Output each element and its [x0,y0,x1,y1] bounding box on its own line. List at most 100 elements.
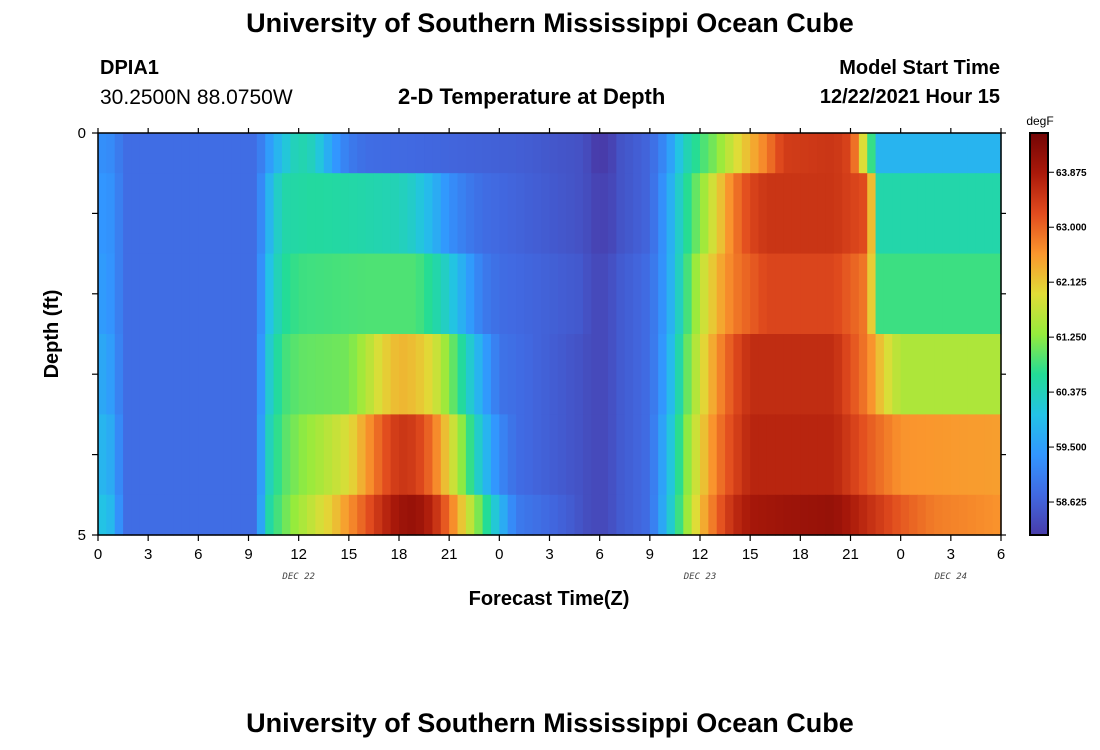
heatmap-cell [725,494,735,536]
heatmap-cell [808,253,818,335]
heatmap-cell [348,173,358,255]
heatmap-cell [516,334,526,415]
heatmap-cell [624,494,634,536]
heatmap-cell [883,253,893,335]
heatmap-cell [340,414,350,496]
heatmap-cell [574,133,584,174]
heatmap-cell [365,173,375,255]
heatmap-cell [992,494,1002,536]
heatmap-cell [950,334,960,415]
heatmap-cell [164,414,174,496]
colorbar: degF 58.625 59.500 60.375 61.250 62.125 63.00… [1026,114,1087,536]
heatmap-cell [390,494,400,536]
heatmap-cell [516,494,526,536]
heatmap-cell [557,494,567,536]
heatmap-cell [357,334,367,415]
heatmap-cell [574,414,584,496]
heatmap-cell [557,133,567,174]
heatmap-cell [281,494,291,536]
heatmap-cell [758,133,768,174]
heatmap-cell [658,414,668,496]
heatmap-cell [440,173,450,255]
heatmap-cell [449,173,459,255]
heatmap-cell [148,253,158,335]
heatmap-cell [984,414,994,496]
colorbar-unit: degF [1026,114,1053,128]
heatmap-cell [591,253,601,335]
heatmap-cell [950,253,960,335]
heatmap-cell [164,133,174,174]
heatmap-cell [131,133,141,174]
heatmap-cell [307,253,316,335]
heatmap-cell [164,334,174,415]
heatmap-cell [909,173,918,255]
heatmap-cell [123,334,133,415]
x-tick-label: 0 [896,546,904,563]
heatmap-cell [131,173,141,255]
heatmap-cell [566,133,576,174]
heatmap-cell [123,173,133,255]
y-axis-title: Depth (ft) [41,290,63,379]
heatmap-cell [223,253,233,335]
heatmap-cell [482,253,492,335]
heatmap-cell [716,173,726,255]
heatmap-cell [842,253,852,335]
heatmap-cell [641,173,651,255]
colorbar-tick-label: 63.000 [1056,223,1087,234]
heatmap-cell [925,253,935,335]
heatmap-cell [256,253,266,335]
heatmap-cell [373,494,383,536]
heatmap-cell [641,334,651,415]
y-tick-label: 5 [78,527,86,544]
heatmap-cell [975,414,985,496]
heatmap-cell [440,494,450,536]
heatmap-cell [541,253,551,335]
heatmap-cell [432,494,442,536]
heatmap-cell [474,173,484,255]
heatmap-cell [649,334,659,415]
heatmap-cell [975,133,985,174]
heatmap-cell [700,414,709,496]
heatmap-cell [357,173,367,255]
heatmap-cell [591,334,601,415]
heatmap-cell [975,334,985,415]
heatmap-cell [265,253,275,335]
heatmap-cell [959,334,969,415]
heatmap-cell [273,173,283,255]
heatmap-cell [290,334,300,415]
heatmap-cell [440,253,450,335]
heatmap-cell [240,253,250,335]
heatmap-cell [641,133,651,174]
heatmap-cell [549,494,559,536]
heatmap-cell [139,253,149,335]
heatmap-cell [390,173,400,255]
heatmap-cell [616,253,626,335]
heatmap-cell [858,253,868,335]
heatmap-cell [106,414,116,496]
colorbar-gradient [1029,132,1049,536]
heatmap-cell [683,334,693,415]
heatmap-cell [582,253,592,335]
heatmap-cell [808,494,818,536]
heatmap-cell [524,253,534,335]
heatmap-cell [123,133,133,174]
heatmap-cell [733,133,743,174]
heatmap-cell [616,173,626,255]
heatmap-cell [549,334,559,415]
heatmap-cell [708,334,718,415]
heatmap-cell [591,173,601,255]
heatmap-cell [181,414,191,496]
heatmap-cell [934,253,944,335]
heatmap-cell [942,133,952,174]
heatmap-cell [566,173,576,255]
heatmap-cell [716,334,726,415]
heatmap-cell [658,334,668,415]
heatmap-cell [909,133,918,174]
heatmap-cell [850,173,860,255]
heatmap-cell [658,133,668,174]
heatmap-cell [917,253,927,335]
heatmap-cell [633,133,643,174]
heatmap-cell [599,334,609,415]
heatmap-cell [507,414,517,496]
heatmap-cell [917,414,927,496]
